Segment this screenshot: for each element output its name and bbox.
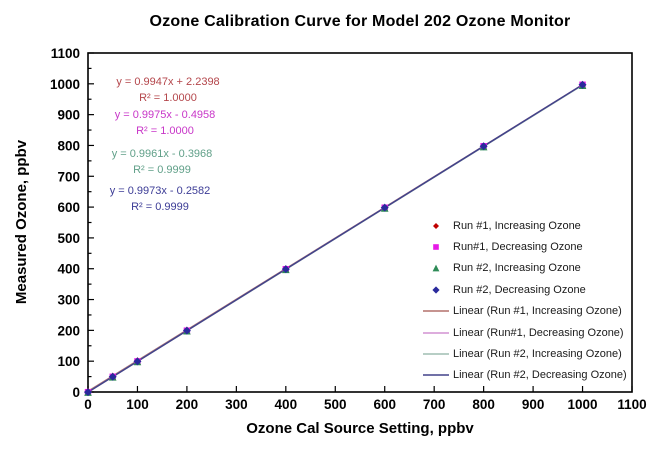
legend-item-linear-series-3: Linear (Run #2, Increasing Ozone): [422, 343, 642, 364]
fit-equation-text: y = 0.9973x - 0.2582: [109, 185, 211, 197]
legend-item-linear-series-1: Linear (Run #1, Increasing Ozone): [422, 301, 642, 322]
x-tick-label: 800: [472, 397, 495, 412]
legend-item-series-3-swatch-icon: [432, 265, 440, 272]
chart-title: Ozone Calibration Curve for Model 202 Oz…: [149, 13, 571, 30]
legend-item-series-4: Run #2, Decreasing Ozone: [422, 279, 642, 300]
legend-item-linear-series-3-label: Linear (Run #2, Increasing Ozone): [453, 348, 622, 361]
triangle-marker-icon: [432, 265, 440, 272]
legend-item-series-1-swatch-icon: [433, 222, 439, 229]
y-tick-label: 1100: [51, 46, 80, 61]
x-tick-label: 700: [423, 397, 446, 412]
legend-item-linear-series-1-label: Linear (Run #1, Increasing Ozone): [453, 305, 622, 318]
data-point-series-4: [133, 357, 142, 366]
legend-item-linear-series-1-swatch-icon: [423, 310, 449, 312]
legend-item-linear-series-3-swatch: [422, 347, 450, 361]
legend-item-linear-series-4: Linear (Run #2, Decreasing Ozone): [422, 365, 642, 386]
x-tick-label: 200: [176, 397, 199, 412]
legend-item-series-1: Run #1, Increasing Ozone: [422, 215, 642, 236]
fit-r2-text: R² = 1.0000: [136, 124, 194, 137]
data-point-series-4: [182, 326, 191, 335]
legend-item-series-1-swatch: [422, 219, 450, 233]
x-tick-label: 300: [225, 397, 248, 412]
fit-equation-run1-increasing: y = 0.9947x + 2.2398 R² = 1.0000: [103, 75, 233, 106]
y-tick-label: 400: [57, 262, 80, 277]
y-tick-label: 500: [57, 231, 80, 246]
y-tick-label: 200: [57, 323, 80, 338]
trendline-series-4: [87, 84, 583, 393]
fit-equation-run2-increasing: y = 0.9961x - 0.3968 R² = 0.9999: [97, 147, 227, 178]
data-point-series-4: [578, 80, 587, 89]
x-tick-label: 1000: [568, 397, 598, 412]
x-tick-label: 100: [126, 397, 149, 412]
fit-equation-text: y = 0.9975x - 0.4958: [114, 109, 216, 121]
diamond-marker-icon: [433, 222, 439, 229]
fit-equation-run1-decreasing: y = 0.9975x - 0.4958 R² = 1.0000: [100, 108, 230, 139]
data-point-series-4: [84, 388, 92, 397]
fit-equation-text: y = 0.9947x + 2.2398: [116, 76, 220, 88]
data-point-series-4: [479, 142, 488, 151]
legend-item-linear-series-3-swatch-icon: [423, 353, 449, 355]
legend-item-linear-series-1-swatch: [422, 304, 450, 318]
chart-legend: Run #1, Increasing Ozone Run#1, Decreasin…: [422, 215, 642, 386]
legend-item-linear-series-2-swatch: [422, 326, 450, 340]
fit-r2-text: R² = 0.9999: [133, 163, 191, 176]
legend-item-series-3: Run #2, Increasing Ozone: [422, 258, 642, 279]
y-tick-label: 700: [57, 169, 80, 184]
legend-item-series-4-swatch-icon: [432, 286, 440, 294]
y-tick-label: 1000: [50, 77, 80, 92]
legend-item-linear-series-2: Linear (Run#1, Decreasing Ozone): [422, 322, 642, 343]
y-tick-label: 100: [57, 354, 80, 369]
legend-item-series-3-swatch: [422, 261, 450, 275]
legend-item-series-4-label: Run #2, Decreasing Ozone: [453, 283, 586, 296]
legend-item-linear-series-2-label: Linear (Run#1, Decreasing Ozone): [453, 326, 624, 339]
legend-item-series-2-label: Run#1, Decreasing Ozone: [453, 241, 583, 254]
fit-equation-text: y = 0.9961x - 0.3968: [111, 148, 213, 160]
legend-item-linear-series-2-swatch-icon: [423, 331, 449, 334]
legend-item-series-3-label: Run #2, Increasing Ozone: [453, 262, 581, 275]
legend-item-series-2-swatch: [422, 240, 450, 254]
fit-r2-text: R² = 0.9999: [131, 200, 189, 213]
x-tick-label: 900: [522, 397, 545, 412]
legend-item-series-2: Run#1, Decreasing Ozone: [422, 236, 642, 257]
y-tick-label: 600: [57, 200, 80, 215]
legend-item-series-2-swatch-icon: [433, 244, 439, 250]
diamond-marker-icon: [432, 286, 440, 294]
x-tick-label: 0: [84, 397, 92, 412]
legend-item-linear-series-4-label: Linear (Run #2, Decreasing Ozone): [453, 369, 627, 382]
legend-item-series-4-swatch: [422, 283, 450, 297]
fit-equation-run2-decreasing: y = 0.9973x - 0.2582 R² = 0.9999: [95, 184, 225, 215]
data-point-series-4: [281, 265, 290, 274]
square-marker-icon: [433, 244, 439, 250]
legend-item-linear-series-4-swatch: [422, 368, 450, 382]
legend-item-series-1-label: Run #1, Increasing Ozone: [453, 219, 581, 232]
x-tick-label: 500: [324, 397, 347, 412]
y-tick-label: 900: [57, 108, 80, 123]
x-tick-label: 600: [373, 397, 396, 412]
x-tick-label: 1100: [617, 397, 646, 412]
y-tick-label: 0: [72, 385, 80, 400]
x-tick-label: 400: [275, 397, 298, 412]
y-tick-label: 300: [57, 293, 80, 308]
legend-item-linear-series-4-swatch-icon: [423, 374, 449, 377]
data-point-series-4: [380, 203, 389, 212]
x-axis-title: Ozone Cal Source Setting, ppbv: [246, 420, 474, 437]
fit-r2-text: R² = 1.0000: [139, 91, 197, 104]
y-tick-label: 800: [57, 138, 80, 153]
data-point-series-4: [108, 372, 117, 381]
